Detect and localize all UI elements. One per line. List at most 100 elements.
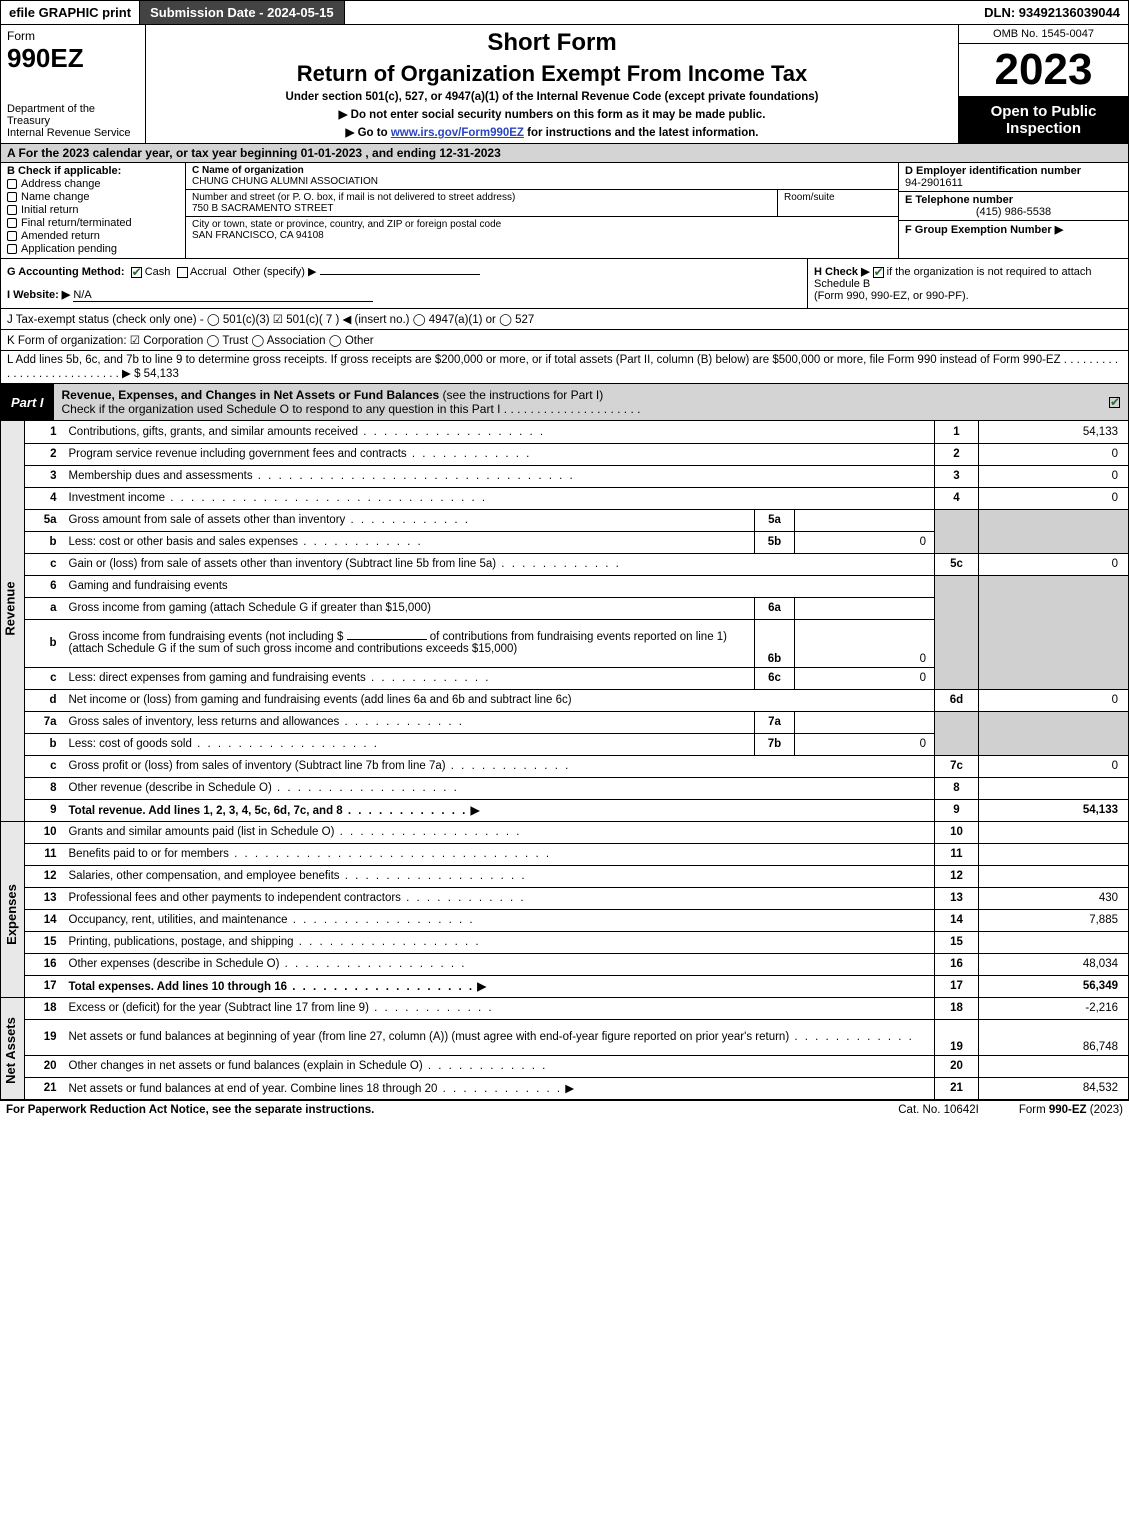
part-I-checkbox-cell [1109,384,1128,420]
l10-num: 10 [935,821,979,843]
C-addr-val: 750 B SACRAMENTO STREET [192,203,334,214]
l7a-subval [795,711,935,733]
line-7c: c Gross profit or (loss) from sales of i… [1,755,1129,777]
line-18: Net Assets 18 Excess or (deficit) for th… [1,997,1129,1019]
l7b-sub: 7b [755,733,795,755]
l6b-n: b [25,619,65,667]
B-opt-name[interactable]: Name change [7,191,179,203]
line-5a: 5a Gross amount from sale of assets othe… [1,509,1129,531]
line-20: 20 Other changes in net assets or fund b… [1,1055,1129,1077]
G-cash-check[interactable] [131,267,142,278]
l4-val: 0 [979,487,1129,509]
goto-post: for instructions and the latest informat… [524,127,759,139]
G-accrual-check[interactable] [177,267,188,278]
main-title: Return of Organization Exempt From Incom… [297,61,808,87]
header-right: OMB No. 1545-0047 2023 Open to Public In… [958,25,1128,143]
line-2: 2 Program service revenue including gove… [1,443,1129,465]
l20-d: Other changes in net assets or fund bala… [65,1055,935,1077]
l3-d: Membership dues and assessments [65,465,935,487]
l10-n: 10 [25,821,65,843]
G-other-line [320,274,480,275]
l2-num: 2 [935,443,979,465]
submission-date: Submission Date - 2024-05-15 [139,1,345,24]
line-1: Revenue 1 Contributions, gifts, grants, … [1,421,1129,443]
line-4: 4 Investment income 4 0 [1,487,1129,509]
B-opt-5: Application pending [21,243,117,255]
l16-n: 16 [25,953,65,975]
l15-n: 15 [25,931,65,953]
line-14: 14 Occupancy, rent, utilities, and maint… [1,909,1129,931]
col-C: C Name of organization CHUNG CHUNG ALUMN… [186,163,898,258]
L-amount: $ 54,133 [134,368,179,380]
goto-link[interactable]: www.irs.gov/Form990EZ [391,127,524,139]
l17-val: 56,349 [979,975,1129,997]
do-not-note: ▶ Do not enter social security numbers o… [339,107,766,121]
C-name: C Name of organization CHUNG CHUNG ALUMN… [186,163,898,190]
footer-right: Form 990-EZ (2023) [1019,1104,1123,1116]
B-opt-initial[interactable]: Initial return [7,204,179,216]
B-opt-final[interactable]: Final return/terminated [7,217,179,229]
l9-num: 9 [935,799,979,821]
l6b-blank [347,639,427,640]
F-group-label: F Group Exemption Number ▶ [905,224,1063,236]
line-10: Expenses 10 Grants and similar amounts p… [1,821,1129,843]
l5c-val: 0 [979,553,1129,575]
line-15: 15 Printing, publications, postage, and … [1,931,1129,953]
l6a-subval [795,597,935,619]
l6b-sub: 6b [755,619,795,667]
D-ein: D Employer identification number 94-2901… [899,163,1128,192]
tax-year: 2023 [959,44,1128,97]
l6d-num: 6d [935,689,979,711]
l6-n: 6 [25,575,65,597]
side-revenue: Revenue [1,421,25,821]
l6a-sub: 6a [755,597,795,619]
checkbox-icon [7,179,17,189]
checkbox-icon [7,192,17,202]
l18-d: Excess or (deficit) for the year (Subtra… [65,997,935,1019]
l17-n: 17 [25,975,65,997]
H-checkbox[interactable] [873,267,884,278]
l15-val [979,931,1129,953]
C-room-label: Room/suite [784,192,835,203]
l12-num: 12 [935,865,979,887]
H-check: H Check ▶ if the organization is not req… [808,259,1128,308]
grey-7 [935,711,979,755]
l13-num: 13 [935,887,979,909]
l9-val: 54,133 [979,799,1129,821]
B-opt-amended[interactable]: Amended return [7,230,179,242]
H-text1: H Check ▶ [814,266,870,278]
form-word: Form [7,29,139,43]
checkbox-icon [7,244,17,254]
l7b-d: Less: cost of goods sold [65,733,755,755]
line-12: 12 Salaries, other compensation, and emp… [1,865,1129,887]
line-6d: d Net income or (loss) from gaming and f… [1,689,1129,711]
l12-n: 12 [25,865,65,887]
l1-n: 1 [25,421,65,443]
l4-num: 4 [935,487,979,509]
line-21: 21 Net assets or fund balances at end of… [1,1077,1129,1099]
part-I-title: Revenue, Expenses, and Changes in Net As… [62,388,440,402]
l2-d: Program service revenue including govern… [65,443,935,465]
l7b-n: b [25,733,65,755]
l15-num: 15 [935,931,979,953]
l3-val: 0 [979,465,1129,487]
B-opt-pending[interactable]: Application pending [7,243,179,255]
line-7a: 7a Gross sales of inventory, less return… [1,711,1129,733]
l18-num: 18 [935,997,979,1019]
short-form-title: Short Form [487,29,616,57]
C-name-val: CHUNG CHUNG ALUMNI ASSOCIATION [192,176,378,187]
l12-d: Salaries, other compensation, and employ… [65,865,935,887]
omb-number: OMB No. 1545-0047 [959,25,1128,44]
goto-pre: ▶ Go to [346,127,391,139]
grey-5v [979,509,1129,553]
B-opt-address[interactable]: Address change [7,178,179,190]
l7a-n: 7a [25,711,65,733]
dln: DLN: 93492136039044 [976,2,1128,23]
G-label: G Accounting Method: [7,266,125,278]
row-L: L Add lines 5b, 6c, and 7b to line 9 to … [0,350,1129,383]
I-val: N/A [73,289,373,302]
part-I-checkbox[interactable] [1109,397,1120,408]
l6b-d: Gross income from fundraising events (no… [65,619,755,667]
l21-num: 21 [935,1077,979,1099]
I-label: I Website: ▶ [7,289,70,301]
